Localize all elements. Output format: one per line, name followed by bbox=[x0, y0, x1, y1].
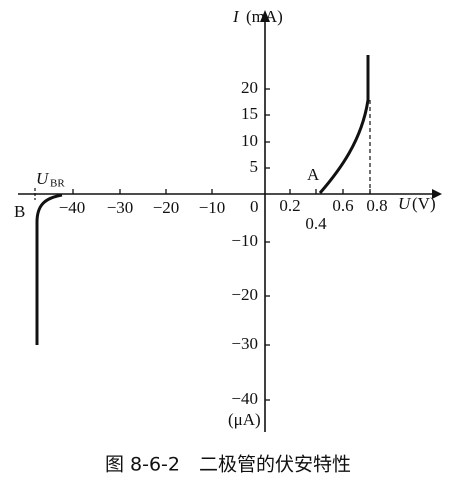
origin-label: 0 bbox=[250, 197, 259, 216]
y-label: I bbox=[232, 7, 240, 26]
caption: 图 8-6-2 二极管的伏安特性 bbox=[105, 454, 351, 476]
x-unit: (V) bbox=[412, 194, 436, 213]
x-tick-label: −10 bbox=[199, 198, 226, 217]
reverse-curve bbox=[35, 193, 63, 345]
y-tick-label: −30 bbox=[231, 334, 258, 353]
x-tick-label: 0.2 bbox=[279, 196, 300, 215]
y-tick-label: −20 bbox=[231, 285, 258, 304]
breakdown-sub: BR bbox=[50, 178, 65, 190]
x-tick-label: −40 bbox=[59, 198, 86, 217]
forward-curve bbox=[318, 55, 370, 194]
point-b: B bbox=[14, 202, 25, 221]
y-tick-label: 15 bbox=[241, 104, 258, 123]
x-arrow bbox=[432, 189, 442, 199]
breakdown-label: U bbox=[36, 169, 50, 188]
y-arrow bbox=[260, 10, 270, 22]
x-tick-label: 0.8 bbox=[366, 196, 387, 215]
y-tick-label: −10 bbox=[231, 231, 258, 250]
y-neg-unit: (μA) bbox=[228, 410, 261, 429]
x-tick-label: −20 bbox=[153, 198, 180, 217]
x-tick-label: 0.4 bbox=[305, 214, 327, 233]
ticks bbox=[72, 88, 371, 401]
y-tick-label: 10 bbox=[241, 131, 258, 150]
x-label: U bbox=[398, 194, 412, 213]
point-a: A bbox=[307, 165, 320, 184]
y-unit: (mA) bbox=[246, 7, 283, 26]
y-tick-label: −40 bbox=[231, 389, 258, 408]
x-tick-label: −30 bbox=[107, 198, 134, 217]
y-tick-label: 5 bbox=[250, 157, 259, 176]
y-tick-label: 20 bbox=[241, 78, 258, 97]
x-tick-label: 0.6 bbox=[332, 196, 353, 215]
